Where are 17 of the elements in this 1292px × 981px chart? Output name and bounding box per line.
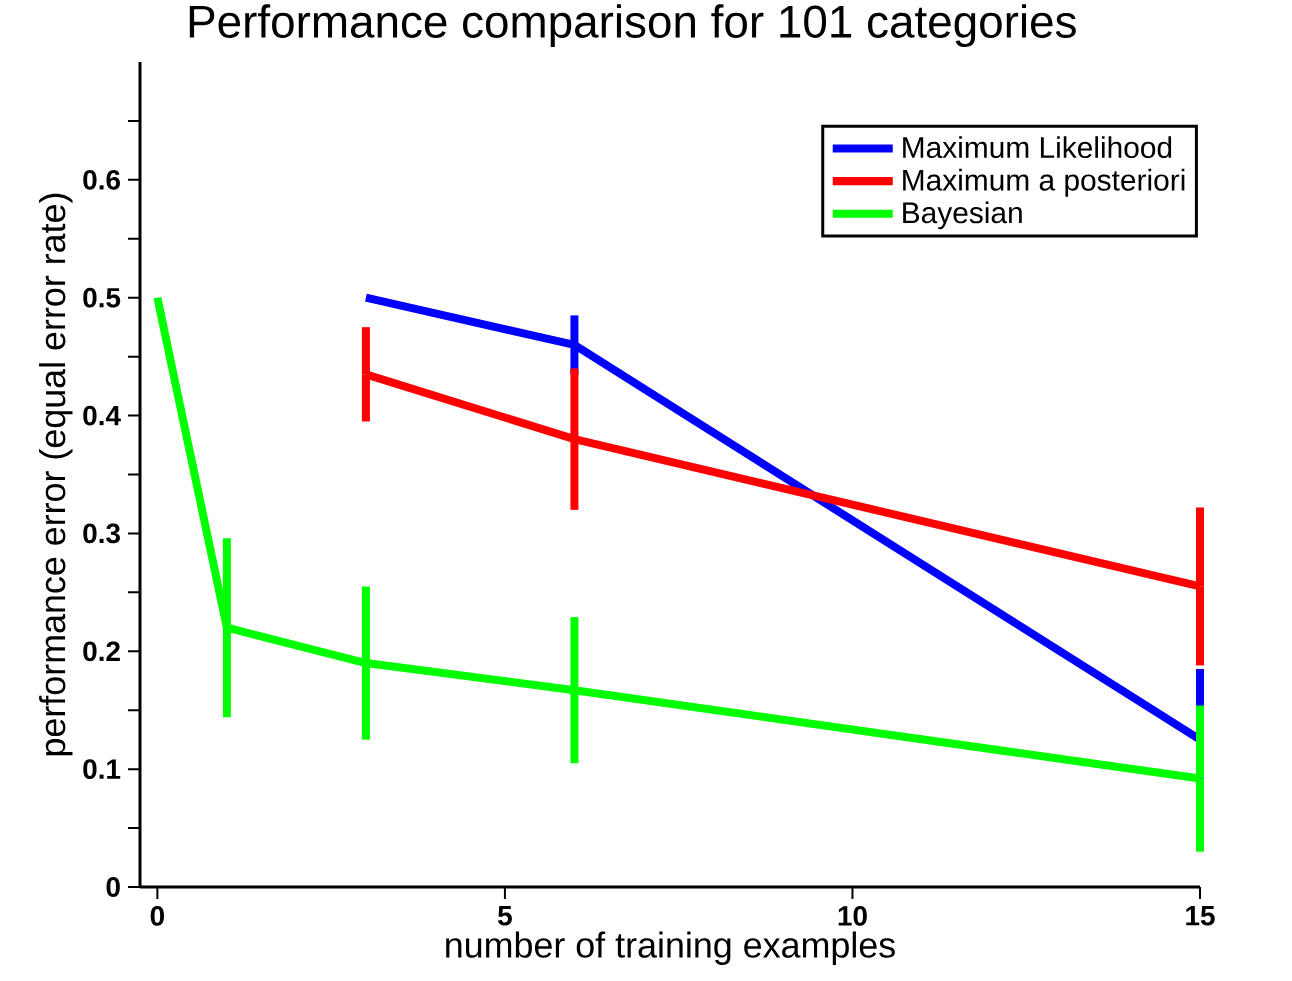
y-tick-label: 0.3: [83, 523, 120, 544]
x-tick-label: 15: [1186, 906, 1215, 926]
y-axis-title: performance error (equal error rate): [39, 193, 73, 756]
chart-title: Performance comparison for 101 categories: [189, 4, 1076, 47]
y-tick-label: 0.6: [83, 169, 120, 190]
y-tick-label: 0.2: [83, 641, 120, 662]
legend-label: Maximum Likelihood: [903, 136, 1172, 159]
y-tick-label: 0.1: [83, 759, 121, 780]
y-tick-label: 0: [106, 877, 120, 897]
y-tick-label: 0.5: [83, 287, 121, 308]
y-tick-label: 0.4: [83, 405, 121, 426]
legend-label: Maximum a posteriori: [903, 168, 1185, 197]
legend-label: Bayesian: [903, 201, 1022, 230]
x-tick-label: 0: [150, 906, 164, 926]
x-tick-label: 10: [838, 906, 867, 926]
x-tick-label: 5: [498, 906, 512, 926]
x-axis-title: number of training examples: [446, 931, 895, 965]
